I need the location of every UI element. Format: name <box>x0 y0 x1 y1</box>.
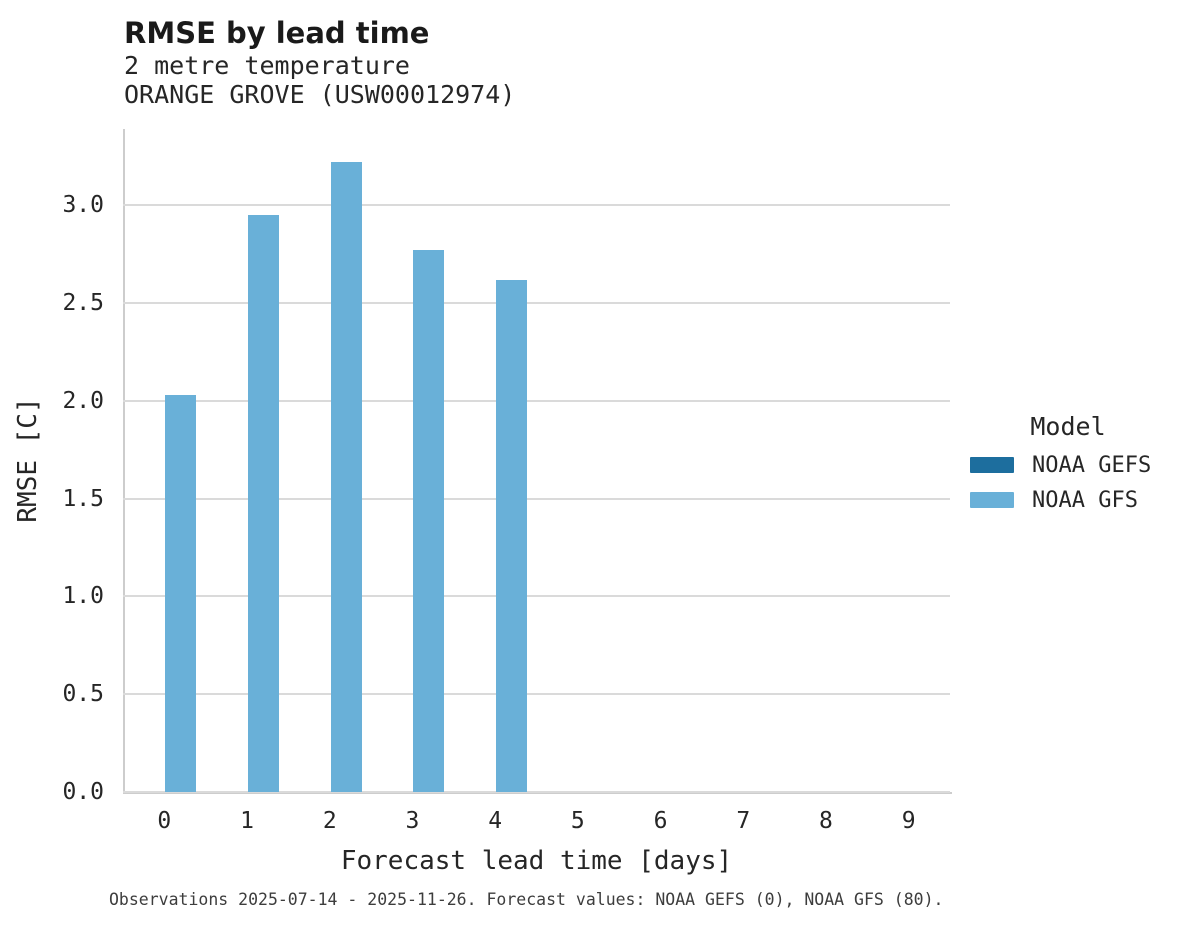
legend-swatch-noaa-gefs <box>970 457 1014 473</box>
chart-title: RMSE by lead time <box>124 16 430 50</box>
y-tick-label: 1.0 <box>62 583 104 610</box>
y-tick-label: 2.5 <box>62 290 104 317</box>
y-tick-label: 0.0 <box>62 779 104 805</box>
x-tick-label: 2 <box>322 808 337 834</box>
x-tick-label: 6 <box>653 808 668 834</box>
gridline <box>123 791 950 793</box>
x-tick-label: 5 <box>570 808 585 834</box>
x-axis-spine <box>123 792 952 794</box>
legend-item-noaa-gefs: NOAA GEFS <box>968 452 1168 478</box>
bar-noaa-gfs-day-0 <box>165 394 197 792</box>
x-axis-label: Forecast lead time [days] <box>340 846 733 876</box>
legend-item-noaa-gfs: NOAA GFS <box>968 487 1168 513</box>
y-tick-label: 1.5 <box>62 485 104 512</box>
x-tick-label: 4 <box>488 808 503 834</box>
x-tick-label: 8 <box>819 808 833 834</box>
chart-subtitle-line-2: ORANGE GROVE (USW00012974) <box>124 80 516 109</box>
x-tick-label: 9 <box>901 808 916 834</box>
legend-label-noaa-gefs: NOAA GEFS <box>1032 452 1152 478</box>
x-tick-label: 0 <box>157 808 172 834</box>
legend: Model NOAA GEFS NOAA GFS <box>968 412 1168 524</box>
y-tick-label: 2.0 <box>62 387 104 414</box>
chart-subtitle: 2 metre temperature ORANGE GROVE (USW000… <box>124 51 515 109</box>
legend-label-noaa-gfs: NOAA GFS <box>1032 487 1138 513</box>
gridline <box>123 497 950 500</box>
gridline <box>123 302 950 305</box>
footer-caption: Observations 2025-07-14 - 2025-11-26. Fo… <box>109 890 944 909</box>
legend-swatch-noaa-gfs <box>970 492 1014 508</box>
bar-noaa-gfs-day-2 <box>330 162 362 792</box>
gridline <box>123 595 950 598</box>
gridline <box>123 693 950 696</box>
bar-noaa-gfs-day-3 <box>413 250 445 792</box>
bar-noaa-gfs-day-4 <box>496 279 528 792</box>
bar-noaa-gfs-day-1 <box>248 215 280 792</box>
legend-title: Model <box>1030 412 1106 441</box>
y-tick-label: 0.5 <box>62 681 104 708</box>
y-tick-label: 3.0 <box>62 192 104 219</box>
x-tick-label: 3 <box>405 808 420 834</box>
x-tick-label: 1 <box>240 808 254 834</box>
gridline <box>123 399 950 402</box>
gridline <box>123 204 950 207</box>
chart-subtitle-line-1: 2 metre temperature <box>124 51 410 80</box>
y-axis-spine <box>123 129 125 794</box>
x-tick-label: 7 <box>736 808 751 834</box>
plot-area <box>123 129 950 793</box>
